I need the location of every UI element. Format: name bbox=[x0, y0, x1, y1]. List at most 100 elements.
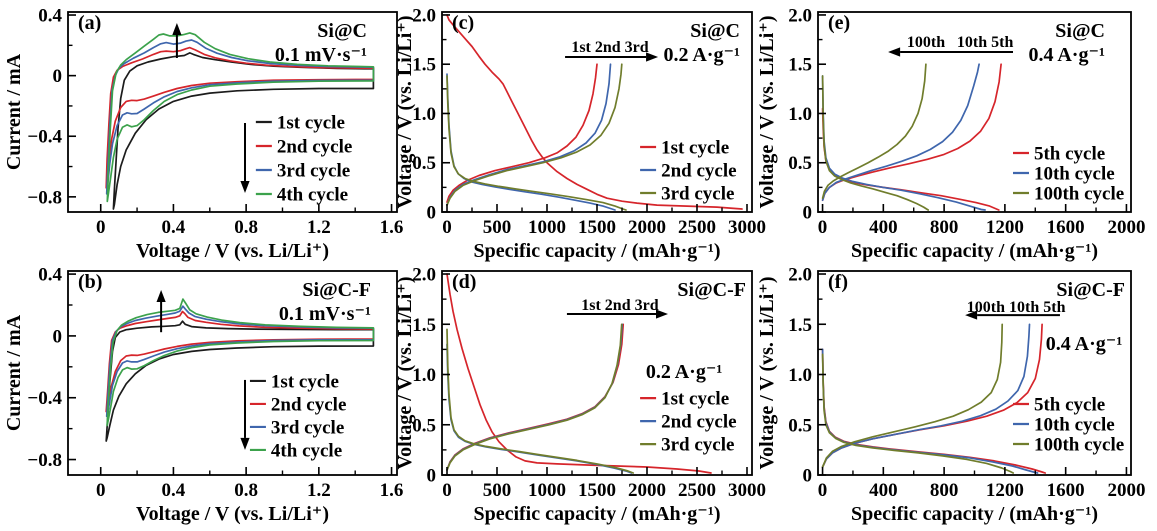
y-tick-label: 0.4 bbox=[38, 6, 62, 27]
curves-b bbox=[105, 298, 375, 442]
legend-item-label: 3rd cycle bbox=[271, 417, 344, 438]
vertical-arrow-head bbox=[240, 181, 250, 193]
x-axis-title: Voltage / V (vs. Li/Li⁺) bbox=[136, 240, 329, 262]
curve-e-10th-cycle-discharge bbox=[821, 75, 986, 211]
y-tick-label: 0 bbox=[803, 466, 813, 487]
curve-a-4th-cycle bbox=[106, 32, 375, 203]
x-tick-label: 800 bbox=[930, 480, 959, 501]
sample-label: Si@C bbox=[1055, 20, 1105, 42]
x-tick-label: 500 bbox=[483, 217, 512, 238]
x-tick-label: 1600 bbox=[1047, 480, 1085, 501]
panel-b: 0 0.4 0.8 1.2 1.6 0.4 0 −0.4 −0.8 Voltage / V (vs… bbox=[3, 265, 403, 525]
legend-item-label: 10th cycle bbox=[1034, 164, 1115, 185]
legend-item-label: 3rd cycle bbox=[277, 161, 350, 182]
y-tick-label: 2.0 bbox=[788, 265, 812, 286]
curve-e-100th-cycle-discharge bbox=[821, 75, 930, 211]
y-tick-label: 1.0 bbox=[412, 104, 436, 125]
legend-item-label: 100th cycle bbox=[1034, 435, 1124, 456]
x-tick-label: 1200 bbox=[986, 217, 1024, 238]
x-tick-label: 0 bbox=[442, 217, 452, 238]
legend-item-label: 100th cycle bbox=[1034, 184, 1124, 205]
y-tick-label: 1.5 bbox=[412, 55, 436, 76]
x-tick-label: 1.2 bbox=[307, 217, 331, 238]
curve-e-5th-cycle-discharge bbox=[821, 107, 1000, 211]
sample-label: Si@C-F bbox=[1056, 279, 1125, 301]
y-tick-label: 0.5 bbox=[788, 153, 812, 174]
x-tick-label: 0.4 bbox=[162, 217, 186, 238]
y-tick-label: 2.0 bbox=[412, 5, 436, 26]
legend-item-label: 10th cycle bbox=[1034, 415, 1115, 436]
y-tick-label: −0.4 bbox=[27, 127, 62, 148]
x-tick-label: 2000 bbox=[1107, 480, 1145, 501]
legend-item-label: 2nd cycle bbox=[661, 161, 736, 182]
y-axis-title: Voltage / V (vs. Li/Li⁺) bbox=[394, 277, 416, 470]
panel-e: 0 400 800 1200 1600 2000 0 0.5 1.0 1.5 2.0 Specific… bbox=[756, 5, 1145, 262]
axes-a: 0 0.4 0.8 1.2 1.6 0.4 0 −0.4 −0.8 bbox=[27, 6, 403, 238]
legend-item-label: 3rd cycle bbox=[661, 184, 734, 205]
x-tick-label: 0.8 bbox=[234, 480, 258, 501]
legend-item-label: 2nd cycle bbox=[277, 137, 352, 158]
rate-label: 0.1 mV·s⁻¹ bbox=[279, 303, 371, 325]
cycle-order-label: 10th 5th bbox=[957, 34, 1014, 51]
vertical-arrow-head bbox=[240, 437, 250, 450]
curve-b-3rd-cycle bbox=[105, 305, 375, 418]
legend-a: 1st cycle 2nd cycle 3rd cycle 4th cycle bbox=[255, 113, 352, 206]
curve-d-1st-cycle-discharge bbox=[446, 273, 712, 474]
panel-letter: (e) bbox=[828, 12, 850, 34]
y-axis-title: Voltage / V (vs. Li/Li⁺) bbox=[756, 277, 778, 470]
curve-e-10th-cycle-charge bbox=[821, 63, 980, 202]
x-tick-label: 2000 bbox=[628, 480, 666, 501]
x-tick-label: 1600 bbox=[1047, 217, 1085, 238]
sample-label: Si@C bbox=[690, 20, 740, 42]
curve-b-4th-cycle bbox=[106, 298, 375, 427]
x-tick-label: 1500 bbox=[578, 217, 616, 238]
x-axis-title: Specific capacity / (mAh·g⁻¹) bbox=[473, 240, 720, 262]
legend-item-label: 2nd cycle bbox=[271, 394, 346, 415]
sample-label: Si@C-F bbox=[677, 279, 746, 301]
y-axis-title: Current / mA bbox=[3, 53, 25, 170]
panel-d: 0 500 1000 1500 2000 2500 3000 0 0.5 1.0 1.5 2.0 Spe… bbox=[394, 265, 766, 525]
curve-b-2nd-cycle bbox=[105, 310, 375, 413]
annotations-a bbox=[172, 23, 250, 193]
legend-item-label: 3rd cycle bbox=[661, 435, 734, 456]
rate-label: 0.2 A·g⁻¹ bbox=[663, 44, 740, 66]
y-tick-label: 1.0 bbox=[412, 365, 436, 386]
x-tick-label: 0 bbox=[818, 480, 828, 501]
vertical-arrow-head bbox=[156, 289, 166, 302]
horizontal-arrow-head bbox=[888, 47, 901, 57]
y-axis-title: Voltage / V (vs. Li/Li⁺) bbox=[756, 16, 778, 209]
cycle-order-label: 100th bbox=[907, 34, 945, 51]
x-tick-label: 0.8 bbox=[234, 217, 258, 238]
axes-e: 0 400 800 1200 1600 2000 0 0.5 1.0 1.5 2.0 bbox=[788, 5, 1145, 238]
y-tick-label: 1.0 bbox=[788, 104, 812, 125]
x-tick-label: 3000 bbox=[728, 217, 766, 238]
rate-label: 0.4 A·g⁻¹ bbox=[1028, 44, 1105, 66]
curve-c-2nd-cycle-discharge bbox=[446, 73, 616, 211]
x-tick-label: 0 bbox=[818, 217, 828, 238]
legend-item-label: 5th cycle bbox=[1034, 144, 1105, 165]
annotations-c: 1st 2nd 3rd bbox=[565, 39, 659, 62]
x-tick-label: 1.6 bbox=[380, 217, 404, 238]
x-tick-label: 1000 bbox=[528, 480, 566, 501]
x-tick-label: 1200 bbox=[986, 480, 1024, 501]
x-axis-title: Voltage / V (vs. Li/Li⁺) bbox=[136, 503, 329, 525]
x-tick-label: 1.2 bbox=[307, 480, 331, 501]
legend-item-label: 1st cycle bbox=[277, 113, 345, 134]
rate-label: 0.2 A·g⁻¹ bbox=[646, 361, 723, 383]
x-tick-label: 2000 bbox=[628, 217, 666, 238]
curves-c bbox=[446, 14, 743, 211]
cycle-order-label: 100th 10th 5th bbox=[967, 299, 1066, 316]
curve-d-3rd-cycle-discharge bbox=[446, 328, 635, 474]
x-tick-label: 2500 bbox=[678, 480, 716, 501]
curve-d-3rd-cycle-charge bbox=[446, 323, 623, 471]
rate-label: 0.4 A·g⁻¹ bbox=[1046, 333, 1123, 355]
axes-f: 0 400 800 1200 1600 2000 0 0.5 1.0 1.5 2.0 bbox=[788, 265, 1145, 501]
x-tick-label: 1000 bbox=[528, 217, 566, 238]
legend-item-label: 4th cycle bbox=[277, 185, 348, 206]
curve-d-2nd-cycle-charge bbox=[446, 323, 624, 471]
cycle-order-label: 1st 2nd 3rd bbox=[581, 297, 658, 314]
